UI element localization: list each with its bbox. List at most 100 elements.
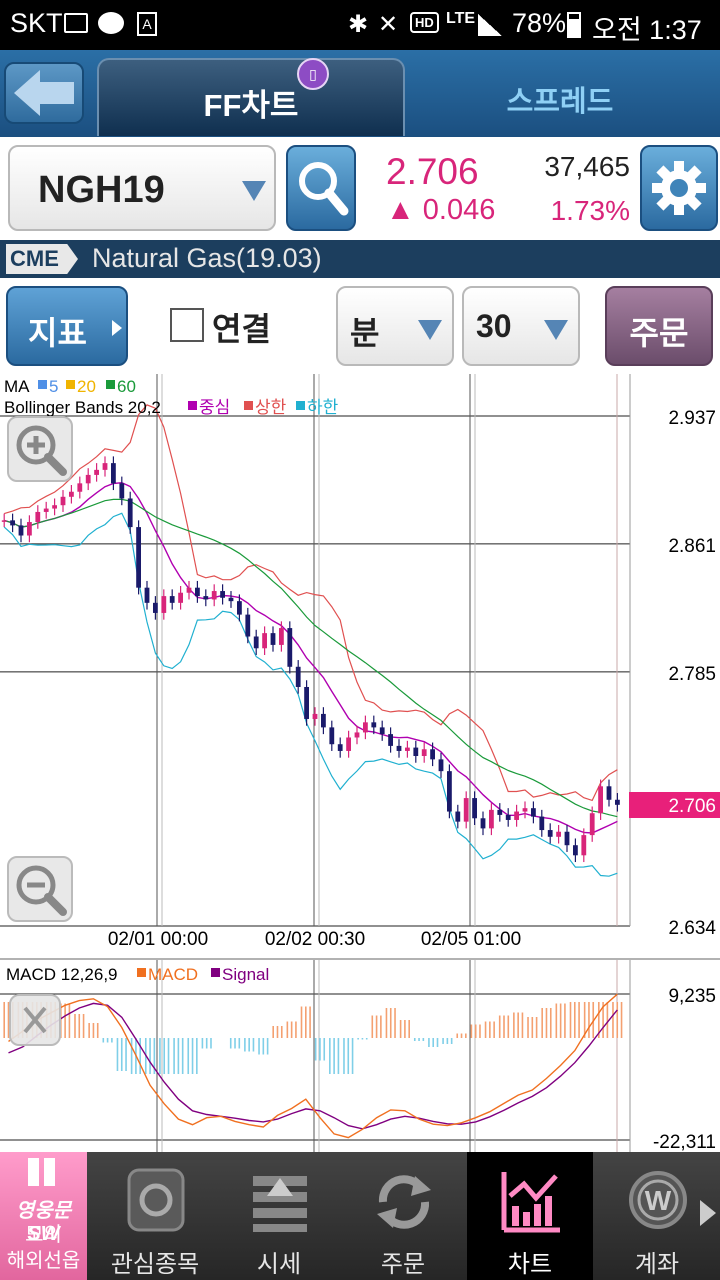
macd-hist-bar: [404, 1020, 406, 1038]
macd-hist-bar: [371, 1015, 374, 1038]
signal-swatch: [211, 968, 220, 977]
price-tick-label: 2.937: [668, 408, 716, 429]
macd-hist-bar: [234, 1038, 236, 1049]
macd-hist-bar: [106, 1038, 109, 1043]
top-tab-bar: FF차트 ▯ 스프레드: [0, 50, 720, 137]
ma5-label: 5: [49, 377, 58, 396]
zoom-out-button[interactable]: [7, 856, 73, 922]
candle-body: [472, 798, 477, 819]
candle-body: [102, 463, 108, 470]
macd-hist-bar: [92, 1023, 95, 1038]
candle-body: [556, 831, 561, 837]
order-button[interactable]: 주문: [605, 286, 713, 366]
macd-hist-bar: [177, 1038, 180, 1074]
macd-hist-bar: [602, 1002, 604, 1038]
change-percent: 1.73%: [550, 195, 630, 226]
last-price: 2.706: [386, 151, 479, 192]
candle-body: [35, 511, 41, 523]
macd-hist-bar: [96, 1023, 99, 1038]
settings-button[interactable]: [640, 145, 718, 231]
chart-canvas[interactable]: 2.937 2.861 2.785 2.634 02/01 00:00 02/02 00…: [0, 374, 720, 1152]
macd-hist-bar: [559, 1003, 562, 1038]
macd-hist-bar: [399, 1020, 402, 1038]
time-tick-label: 02/02 00:30: [265, 929, 365, 950]
order-label: 주문: [629, 315, 689, 351]
moving-averages: [4, 498, 618, 818]
macd-hist-bar: [64, 1003, 66, 1038]
macd-lines: [8, 993, 618, 1139]
back-button[interactable]: [4, 62, 84, 124]
macd-hist-bar: [521, 1012, 524, 1038]
chart-area[interactable]: 2.937 2.861 2.785 2.634 02/01 00:00 02/02 00…: [0, 374, 720, 1152]
nav-chart[interactable]: 차트: [467, 1152, 593, 1280]
app-icon: A: [137, 12, 157, 36]
indicator-button[interactable]: 지표: [6, 286, 128, 366]
macd-hist-bar: [389, 1008, 392, 1038]
macd-hist-bar: [125, 1038, 127, 1071]
zoom-out-icon: [16, 865, 67, 916]
candle-body: [539, 816, 545, 831]
candle-body: [615, 799, 620, 805]
nav-quotes-label: 시세: [256, 1251, 302, 1278]
macd-hist-bar: [258, 1038, 260, 1055]
app-badge: 영웅문SW: [15, 1200, 72, 1245]
macd-hist-bar: [394, 1008, 396, 1038]
candle-body: [245, 614, 251, 637]
back-arrow-icon: [14, 70, 74, 116]
macd-hist-bar: [357, 1038, 359, 1040]
volume: 37,465: [544, 151, 630, 182]
macd-line: [8, 993, 618, 1139]
nav-quotes[interactable]: 시세: [216, 1152, 342, 1280]
candle-body: [287, 628, 293, 667]
bb-up-swatch: [244, 401, 253, 410]
tab-spread[interactable]: 스프레드: [506, 86, 614, 118]
close-icon: [23, 1006, 47, 1034]
macd-hist-bar: [323, 1038, 326, 1061]
period-value-select[interactable]: 30: [462, 286, 580, 366]
zoom-in-button[interactable]: [7, 416, 73, 482]
candle-body: [396, 745, 402, 751]
chart-icon: [501, 1172, 560, 1233]
candle-body: [111, 463, 116, 484]
nav-watchlist[interactable]: 관심종목: [92, 1152, 218, 1280]
link-checkbox[interactable]: [170, 308, 204, 342]
ma-legend-label: MA: [4, 377, 30, 396]
tab-ff-chart-label: FF차트: [203, 88, 299, 123]
candle-body: [228, 597, 234, 602]
nav-order[interactable]: 주문: [340, 1152, 466, 1280]
candlesticks: [1, 456, 620, 863]
macd-hist-bar: [456, 1033, 459, 1038]
chart-control-row: 지표 연결 분 30 주문: [0, 278, 720, 374]
macd-hist-bar: [181, 1038, 184, 1074]
macd-hist-bar: [149, 1038, 151, 1074]
nav-account[interactable]: W 계좌: [594, 1152, 720, 1280]
period-unit-select[interactable]: 분: [336, 286, 454, 366]
macd-hist-bar: [588, 1002, 590, 1038]
candle-body: [363, 722, 368, 733]
status-bar: SKT A ✱ ✕ HD LTE 78% 오전 1:37: [0, 0, 720, 50]
search-button[interactable]: [286, 145, 356, 231]
macd-hist-bar: [541, 1008, 543, 1038]
macd-hist-bar: [248, 1038, 250, 1052]
symbol-select[interactable]: NGH19: [8, 145, 276, 231]
tab-ff-chart[interactable]: FF차트: [97, 58, 405, 136]
candle-body: [337, 744, 343, 751]
watchlist-icon: [127, 1168, 185, 1232]
macd-hist-bar: [7, 1002, 10, 1038]
symbol-value: NGH19: [38, 169, 165, 211]
macd-hist-bar: [201, 1038, 204, 1049]
notification-icon[interactable]: ▯: [297, 58, 329, 90]
exchange-badge: CME: [6, 244, 78, 274]
link-label: 연결: [212, 311, 271, 347]
candle-body: [153, 602, 158, 613]
macd-histogram: [3, 1002, 623, 1074]
nav-watchlist-label: 관심종목: [110, 1251, 200, 1278]
macd-hist-bar: [159, 1038, 161, 1074]
macd-hist-bar: [210, 1038, 212, 1049]
close-indicator-button[interactable]: [9, 994, 61, 1046]
nav-home-mock-overseas[interactable]: 영웅문SW 모의 해외선옵: [0, 1152, 87, 1280]
nav-order-label: 주문: [380, 1251, 426, 1278]
macd-hist-bar: [513, 1012, 515, 1038]
macd-hist-bar: [527, 1017, 529, 1038]
price-panel: [0, 374, 630, 926]
